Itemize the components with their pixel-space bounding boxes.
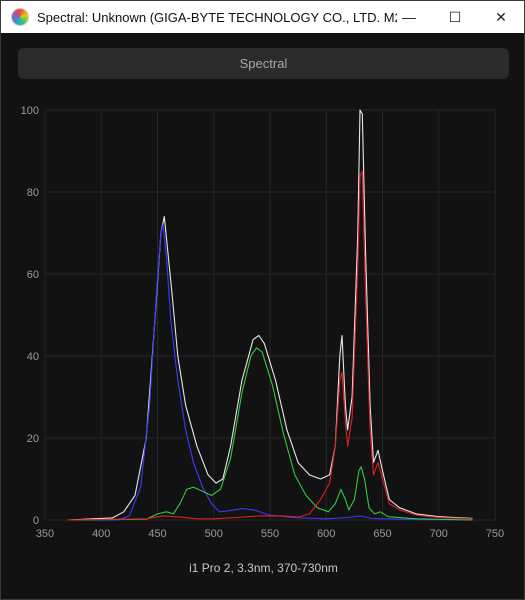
app-logo-icon [11, 8, 29, 26]
tab-spectral-label: Spectral [239, 56, 288, 71]
y-tick-label: 20 [27, 433, 39, 445]
series-line-1 [67, 224, 473, 521]
x-tick-label: 450 [148, 528, 166, 540]
instrument-label: i1 Pro 2, 3.3nm, 370-730nm [189, 561, 338, 575]
x-tick-label: 500 [205, 528, 223, 540]
series-line-3 [67, 170, 473, 521]
x-tick-label: 750 [486, 528, 504, 540]
x-tick-label: 650 [373, 528, 391, 540]
close-button[interactable]: ✕ [495, 8, 507, 25]
x-tick-label: 700 [430, 528, 448, 540]
x-tick-label: 550 [261, 528, 279, 540]
y-tick-label: 40 [27, 351, 39, 363]
window-title: Spectral: Unknown (GIGA-BYTE TECHNOLOGY … [37, 9, 397, 25]
minimize-button[interactable]: — [402, 9, 416, 25]
series-line-2 [67, 347, 473, 521]
y-tick-label: 0 [33, 515, 39, 527]
x-tick-label: 600 [317, 528, 335, 540]
y-tick-label: 100 [21, 105, 39, 117]
y-tick-label: 60 [27, 269, 39, 281]
x-tick-label: 400 [92, 528, 110, 540]
spectral-chart: 350 400 450 500 550 600 650 700 750 0 20 40 60 80 100 [21, 105, 505, 540]
tab-spectral[interactable]: Spectral [18, 48, 509, 79]
maximize-button[interactable]: ☐ [448, 8, 462, 25]
x-tick-label: 350 [36, 528, 54, 540]
y-tick-label: 80 [27, 187, 39, 199]
series-line-0 [67, 109, 473, 521]
title-bar[interactable]: Spectral: Unknown (GIGA-BYTE TECHNOLOGY … [1, 1, 524, 33]
